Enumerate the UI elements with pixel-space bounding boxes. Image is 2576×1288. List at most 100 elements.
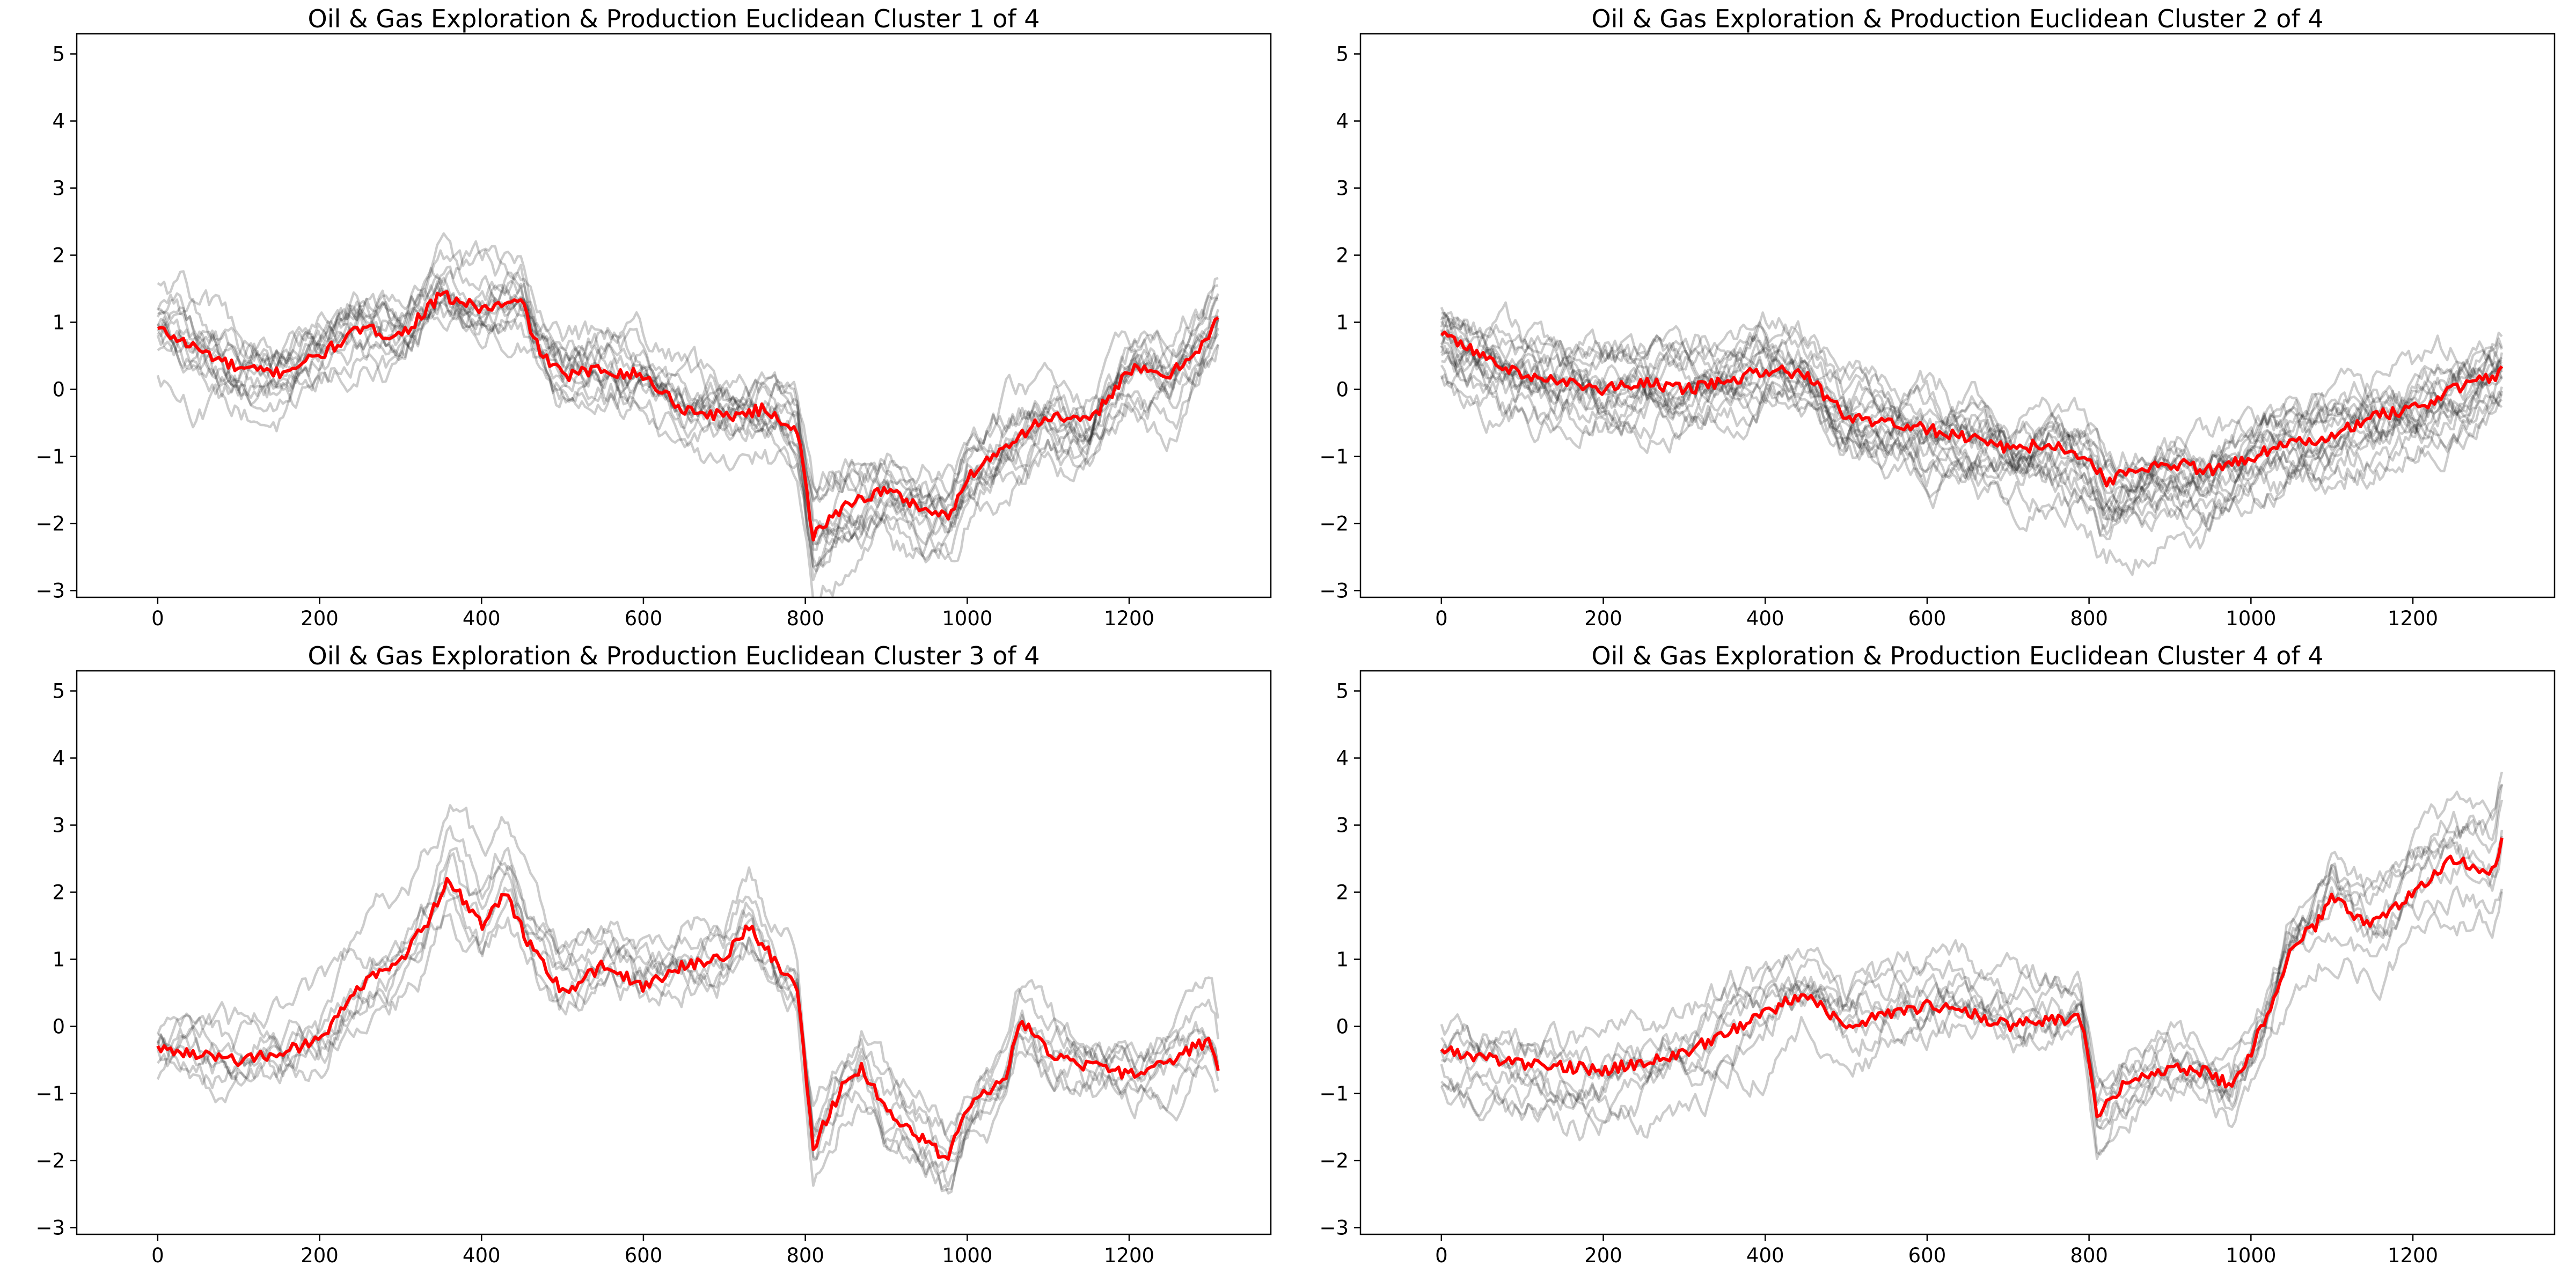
- x-tick-label: 600: [1908, 1244, 1946, 1267]
- x-tick-label: 1200: [2388, 1244, 2438, 1267]
- y-tick-label: −2: [35, 513, 65, 536]
- x-tick-label: 600: [625, 607, 663, 630]
- series-line: [157, 295, 1219, 573]
- panel-cluster-2: Oil & Gas Exploration & Production Eucli…: [1319, 4, 2556, 630]
- y-tick-label: −1: [1319, 1082, 1349, 1106]
- y-tick-label: 3: [1336, 177, 1349, 200]
- series-line: [1440, 771, 2504, 1109]
- chart-title: Oil & Gas Exploration & Production Eucli…: [308, 641, 1040, 670]
- y-tick-label: 2: [52, 244, 65, 267]
- y-tick-label: −1: [35, 1082, 65, 1106]
- x-tick-label: 600: [1908, 607, 1946, 630]
- series-line: [1440, 312, 2503, 540]
- series-line: [156, 301, 1220, 532]
- series-line: [157, 872, 1219, 1195]
- plot-area: [1440, 301, 2504, 576]
- x-tick-label: 200: [301, 1244, 339, 1267]
- y-tick-label: 0: [52, 378, 65, 401]
- x-tick-label: 1200: [1104, 607, 1154, 630]
- centroid-line: [1440, 837, 2504, 1118]
- x-tick-label: 200: [1584, 1244, 1622, 1267]
- series-line: [156, 881, 1219, 1136]
- series-line: [156, 913, 1220, 1144]
- y-tick-label: 3: [1336, 814, 1349, 837]
- x-tick-label: 1000: [942, 1244, 992, 1267]
- plot-area: [156, 232, 1220, 597]
- series-line: [1440, 784, 2503, 1111]
- x-tick-label: 0: [1435, 607, 1448, 630]
- y-tick-label: 2: [52, 881, 65, 904]
- centroid-line: [157, 290, 1219, 541]
- y-tick-label: 0: [1336, 378, 1349, 401]
- y-tick-label: 0: [1336, 1015, 1349, 1038]
- y-tick-label: 5: [52, 680, 65, 703]
- x-tick-label: 600: [625, 1244, 663, 1267]
- y-tick-label: −1: [35, 445, 65, 469]
- chart-title: Oil & Gas Exploration & Production Eucli…: [1592, 641, 2324, 670]
- y-tick-label: 5: [52, 43, 65, 66]
- series-line: [1440, 306, 2503, 522]
- y-tick-label: 2: [1336, 881, 1349, 904]
- x-tick-label: 400: [463, 607, 501, 630]
- series-line: [156, 847, 1219, 1160]
- y-tick-label: 0: [52, 1015, 65, 1038]
- y-tick-label: 2: [1336, 244, 1349, 267]
- y-tick-label: −2: [1319, 1150, 1349, 1173]
- series-line: [157, 825, 1220, 1176]
- series-line: [157, 270, 1218, 501]
- series-line: [157, 284, 1219, 559]
- y-tick-label: −3: [35, 1217, 65, 1240]
- axes-frame: [76, 670, 1272, 1235]
- series-line: [1440, 326, 2503, 521]
- series-line: [157, 283, 1220, 551]
- series-line: [156, 249, 1219, 567]
- series-line: [1440, 891, 2504, 1123]
- x-tick-label: 0: [1435, 1244, 1448, 1267]
- series-line: [156, 280, 1220, 597]
- x-tick-label: 800: [786, 607, 824, 630]
- x-tick-label: 1000: [2226, 607, 2276, 630]
- series-line: [1441, 311, 2503, 494]
- y-tick-label: −3: [1319, 580, 1349, 603]
- y-tick-label: 4: [1336, 110, 1349, 133]
- y-tick-label: 1: [52, 311, 65, 334]
- x-tick-label: 1200: [1104, 1244, 1154, 1267]
- x-tick-label: 800: [2070, 1244, 2108, 1267]
- panel-cluster-4: Oil & Gas Exploration & Production Eucli…: [1319, 641, 2556, 1267]
- x-tick-label: 800: [786, 1244, 824, 1267]
- axes-frame: [1359, 33, 2556, 598]
- centroid-line: [1440, 330, 2504, 488]
- plot-area: [156, 804, 1220, 1195]
- x-tick-label: 1000: [942, 607, 992, 630]
- series-line: [1440, 345, 2504, 525]
- series-line: [1440, 784, 2504, 1130]
- series-line: [1440, 341, 2502, 576]
- y-tick-label: 5: [1336, 680, 1349, 703]
- series-line: [1440, 301, 2504, 528]
- axes-frame: [76, 33, 1272, 598]
- y-tick-label: 1: [1336, 948, 1349, 971]
- chart-title: Oil & Gas Exploration & Production Eucli…: [1592, 4, 2324, 33]
- y-tick-label: 4: [52, 110, 65, 133]
- x-tick-label: 0: [151, 1244, 164, 1267]
- series-line: [1440, 342, 2503, 517]
- series-line: [1440, 335, 2504, 493]
- x-tick-label: 400: [1746, 607, 1784, 630]
- series-line: [156, 846, 1220, 1192]
- plot-area: [1440, 771, 2504, 1160]
- series-line: [1440, 324, 2503, 472]
- x-tick-label: 200: [1584, 607, 1622, 630]
- series-line: [1440, 316, 2503, 485]
- series-line: [1440, 329, 2503, 530]
- x-tick-label: 400: [463, 1244, 501, 1267]
- x-tick-label: 1000: [2226, 1244, 2276, 1267]
- x-tick-label: 1200: [2388, 607, 2438, 630]
- series-line: [1440, 354, 2503, 537]
- series-line: [156, 232, 1220, 546]
- x-tick-label: 200: [301, 607, 339, 630]
- y-tick-label: 5: [1336, 43, 1349, 66]
- panel-cluster-3: Oil & Gas Exploration & Production Eucli…: [35, 641, 1272, 1267]
- x-tick-label: 0: [151, 607, 164, 630]
- y-tick-label: 1: [1336, 311, 1349, 334]
